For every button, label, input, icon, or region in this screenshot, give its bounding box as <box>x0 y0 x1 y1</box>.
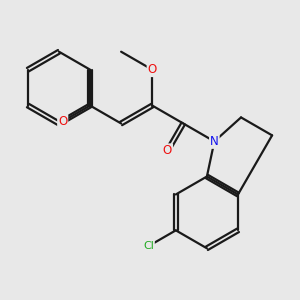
Text: O: O <box>163 144 172 157</box>
Text: O: O <box>58 115 67 128</box>
Text: N: N <box>210 135 219 148</box>
Text: Cl: Cl <box>143 241 154 251</box>
Text: O: O <box>148 63 157 76</box>
